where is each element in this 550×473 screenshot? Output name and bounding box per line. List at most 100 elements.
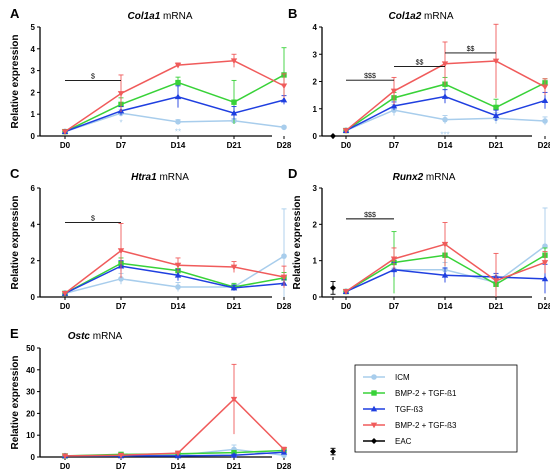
legend-label: ICM xyxy=(395,373,410,382)
data-point xyxy=(441,93,449,99)
panel-letter: C xyxy=(10,166,20,181)
series-bmp2_tgfb1 xyxy=(343,76,548,134)
significance-label: $$$ xyxy=(364,73,376,80)
significance-label: $$ xyxy=(467,46,475,53)
data-point xyxy=(342,289,350,295)
data-point xyxy=(117,248,125,254)
x-tick-label: D21 xyxy=(489,141,504,150)
series-icm xyxy=(343,104,548,134)
y-tick-label: 4 xyxy=(31,220,36,229)
significance-label: $$$ xyxy=(364,212,376,219)
data-point xyxy=(330,448,336,455)
series-line xyxy=(64,95,285,133)
y-tick-label: 2 xyxy=(313,78,318,87)
data-point xyxy=(542,118,548,124)
data-point xyxy=(541,97,549,103)
legend-label: EAC xyxy=(395,437,412,446)
y-tick-label: 4 xyxy=(31,45,36,54)
y-tick-label: 1 xyxy=(313,105,318,114)
y-tick-label: 0 xyxy=(31,293,36,302)
y-tick-label: 2 xyxy=(313,220,318,229)
data-point xyxy=(280,446,288,453)
x-tick-label: D7 xyxy=(116,302,127,311)
y-tick-label: 0 xyxy=(31,453,36,462)
data-point xyxy=(117,452,125,459)
star-label: * xyxy=(119,118,122,127)
legend-marker xyxy=(370,405,378,412)
star-label: ** xyxy=(175,128,181,137)
data-point xyxy=(231,99,237,105)
y-tick-label: 3 xyxy=(313,184,318,193)
data-point xyxy=(493,104,499,111)
title-suffix: mRNA xyxy=(160,11,193,22)
data-point xyxy=(230,284,238,291)
panel-title: Ostc mRNA xyxy=(68,331,123,342)
series-eac xyxy=(330,281,336,295)
legend-marker xyxy=(371,374,377,380)
title-suffix: mRNA xyxy=(421,11,454,22)
series-tgfb3 xyxy=(61,85,288,135)
y-tick-label: 50 xyxy=(26,344,35,353)
data-point xyxy=(492,112,500,118)
x-tick-label: D14 xyxy=(171,141,186,150)
title-suffix: mRNA xyxy=(157,172,190,183)
gene-name: Runx2 xyxy=(393,172,424,183)
data-point xyxy=(61,129,69,135)
y-tick-label: 0 xyxy=(313,293,318,302)
gene-name: Ostc xyxy=(68,331,91,342)
panel-letter: E xyxy=(10,326,19,341)
significance-label: $ xyxy=(91,73,95,80)
legend-item: ICM xyxy=(363,373,410,382)
x-tick-label: D0 xyxy=(60,302,71,311)
data-point xyxy=(441,61,449,68)
y-axis-label: Relative expression xyxy=(292,196,303,290)
y-tick-label: 30 xyxy=(26,388,35,397)
y-tick-label: 0 xyxy=(31,132,36,141)
legend-item: EAC xyxy=(363,437,412,446)
y-axis-label: Relative expression xyxy=(10,356,21,450)
panel-a: A Col1a1 mRNA Relative expression 0 1 2 3 4 5 D0 D… xyxy=(10,6,336,150)
legend-label: BMP-2 + TGF-ß1 xyxy=(395,389,457,398)
x-tick-label: D14 xyxy=(438,302,453,311)
y-axis-label: Relative expression xyxy=(10,196,21,290)
data-point xyxy=(541,84,549,91)
series-line xyxy=(345,95,546,132)
data-point xyxy=(174,262,182,269)
panel-e: E Ostc mRNA Relative expression 0 10 20 30 40 50… xyxy=(10,326,336,471)
data-point xyxy=(174,271,182,278)
data-point xyxy=(280,83,288,90)
panel-letter: A xyxy=(10,6,20,21)
panel-title: Col1a2 mRNA xyxy=(388,11,453,22)
y-tick-label: 0 xyxy=(313,132,318,141)
x-tick-label: D0 xyxy=(341,141,352,150)
y-axis-label: Relative expression xyxy=(10,35,21,129)
series-bmp2_tgfb3 xyxy=(342,23,549,134)
x-tick-label: D14 xyxy=(438,141,453,150)
data-point xyxy=(441,271,449,278)
series-bmp2_tgfb3 xyxy=(342,222,549,297)
data-point xyxy=(330,284,336,291)
x-tick-label: D21 xyxy=(489,302,504,311)
series-bmp2_tgfb3 xyxy=(61,222,288,297)
data-point xyxy=(281,124,287,131)
data-point xyxy=(390,256,398,263)
legend: ICM BMP-2 + TGF-ß1 TGF-ß3 BMP-2 + TGF-ß3 EAC xyxy=(354,364,518,453)
y-tick-label: 3 xyxy=(313,50,318,59)
data-point xyxy=(492,278,500,284)
panel-d: D Runx2 mRNA Relative expression 0 1 2 3 D0 D7 D1… xyxy=(288,166,550,311)
data-point xyxy=(230,58,238,65)
data-point xyxy=(175,119,181,125)
data-point xyxy=(61,290,69,297)
x-tick-label: D21 xyxy=(227,141,242,150)
x-tick-label: D14 xyxy=(171,462,186,471)
data-point xyxy=(230,451,238,458)
data-point xyxy=(390,102,398,109)
series-eac xyxy=(330,447,336,456)
significance-label: $ xyxy=(91,216,95,223)
data-point xyxy=(174,450,182,457)
gene-name: Col1a1 xyxy=(127,11,160,22)
data-point xyxy=(118,276,124,282)
panel-letter: B xyxy=(288,6,297,21)
